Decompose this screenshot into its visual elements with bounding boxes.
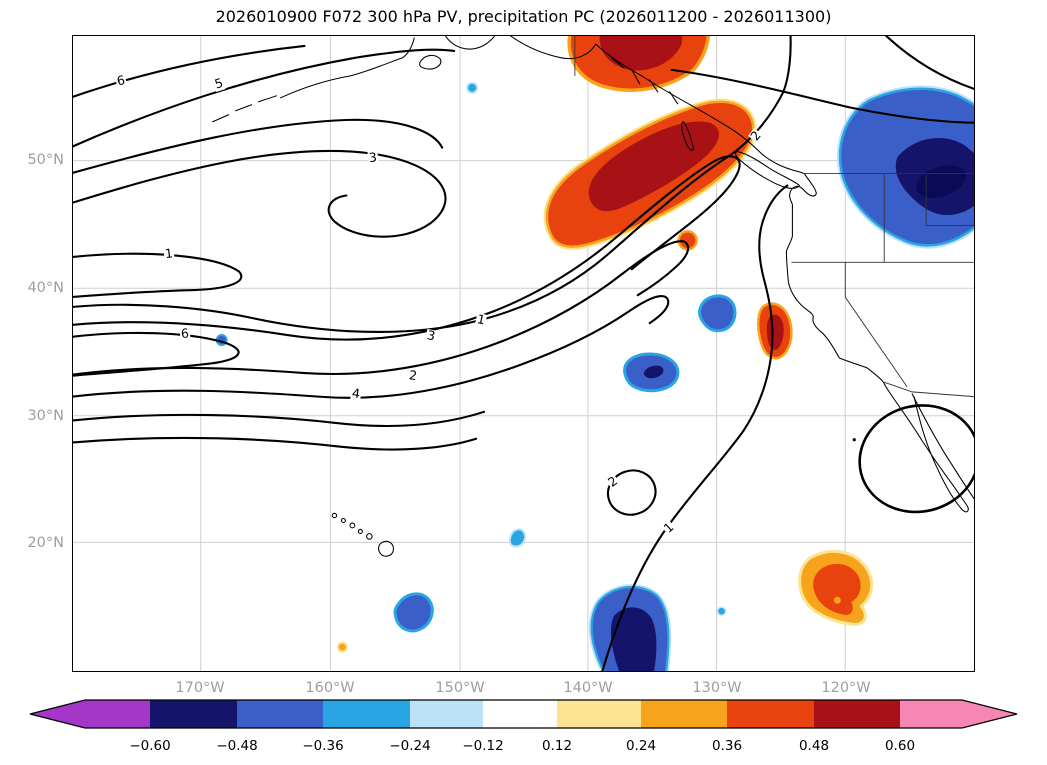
- colorbar-tick-label: 0.48: [799, 738, 829, 754]
- map-canvas: [73, 36, 974, 671]
- x-tick-label: 160°W: [305, 680, 355, 696]
- colorbar-segment: [814, 700, 900, 728]
- anomaly-core-positive: [833, 596, 841, 604]
- anomaly-region-negative: [716, 606, 727, 616]
- colorbar-tick-label: −0.60: [129, 738, 170, 754]
- pv-contour: [73, 331, 240, 377]
- colorbar-tick-label: −0.12: [462, 738, 503, 754]
- colorbar-over-arrow: [900, 700, 1017, 728]
- colorbar-tick-label: 0.60: [885, 738, 915, 754]
- colorbar-segment: [727, 700, 814, 728]
- border-ca-nv: [844, 262, 908, 388]
- coastline-vancouver-island: [735, 151, 800, 189]
- colorbar-segment: [323, 700, 410, 728]
- x-tick-label: 170°W: [175, 680, 225, 696]
- pv-contour: [884, 36, 974, 90]
- coastline-small-island: [852, 438, 856, 442]
- anomaly-region-negative: [393, 592, 434, 633]
- pv-contour-closed: [606, 469, 657, 516]
- coastline-hawaii-island: [366, 533, 373, 540]
- contour-label: 2: [407, 367, 419, 384]
- pv-contour: [73, 36, 792, 333]
- colorbar-tick-label: 0.24: [626, 738, 656, 754]
- pv-contour: [73, 149, 447, 238]
- contour-label: 4: [350, 385, 362, 402]
- pv-contour-closed: [858, 404, 974, 514]
- colorbar-segment: [641, 700, 727, 728]
- anomaly-region-negative: [698, 294, 737, 333]
- coastline-hawaii-big-island: [378, 540, 394, 557]
- coastline-hawaii-island: [340, 517, 346, 523]
- x-tick-label: 140°W: [563, 680, 613, 696]
- pv-contour: [73, 436, 478, 451]
- pv-contour: [73, 252, 243, 298]
- coastline-west-coast: [509, 36, 969, 513]
- colorbar-tick-label: −0.24: [389, 738, 430, 754]
- anomaly-region-negative: [508, 528, 526, 548]
- colorbar: −0.60 −0.48 −0.36 −0.24 −0.12 0.12 0.24 0.36 0.4…: [29, 699, 1018, 754]
- colorbar-tick-label: −0.48: [216, 738, 257, 754]
- contour-label: 6: [179, 325, 191, 342]
- colorbar-outline: [29, 699, 1018, 729]
- border-montana: [925, 173, 974, 226]
- pv-contours: [73, 36, 974, 671]
- contour-label: 1: [163, 245, 175, 262]
- pv-contour: [73, 155, 741, 341]
- coastline-fjords: [611, 57, 679, 105]
- colorbar-segment: [237, 700, 323, 728]
- anomaly-region-positive: [336, 641, 348, 653]
- anomaly-region-negative: [466, 81, 479, 94]
- colorbar-segment: [557, 700, 641, 728]
- anomaly-core-negative: [643, 365, 664, 379]
- colorbar-segment: [410, 700, 483, 728]
- state-borders: [574, 36, 974, 398]
- coastline-hawaii-island: [331, 512, 338, 519]
- coastline-haida-gwaii: [681, 121, 695, 151]
- colorbar-segment: [483, 700, 557, 728]
- colorbar-tick-label: −0.36: [302, 738, 343, 754]
- colorbar-under-arrow: [30, 700, 150, 728]
- x-tick-label: 120°W: [821, 680, 871, 696]
- pv-contour: [73, 44, 306, 98]
- y-tick-label: 30°N: [27, 408, 64, 424]
- pv-contour: [73, 48, 456, 148]
- anomaly-core-negative: [610, 607, 657, 671]
- y-tick-label: 40°N: [27, 280, 64, 296]
- pv-contour: [670, 68, 974, 124]
- pv-contour: [73, 118, 444, 174]
- coastline-alaska-peninsula: [280, 37, 415, 99]
- pv-contour: [73, 410, 486, 427]
- coastline-kodiak: [419, 54, 442, 70]
- shaded-anomalies: [215, 36, 974, 671]
- pv-contour: [601, 184, 789, 671]
- coastline-hawaii-island: [349, 522, 356, 529]
- coastline-mexico-mainland: [911, 393, 974, 500]
- colorbar-segment: [150, 700, 237, 728]
- coastline-hawaii-island: [357, 528, 363, 534]
- colorbar-tick-label: 0.12: [542, 738, 572, 754]
- colorbar-tick-label: 0.36: [712, 738, 742, 754]
- x-tick-label: 130°W: [692, 680, 742, 696]
- anomaly-core-positive: [813, 563, 861, 615]
- border-us-mexico: [883, 381, 974, 398]
- figure-title: 2026010900 F072 300 hPa PV, precipitatio…: [215, 7, 832, 26]
- contour-label: 3: [367, 149, 379, 166]
- anomaly-core-positive: [599, 36, 683, 71]
- pv-contour: [73, 295, 670, 399]
- y-tick-label: 20°N: [27, 535, 64, 551]
- y-tick-label: 50°N: [27, 152, 64, 168]
- pv-contour: [73, 240, 690, 376]
- x-tick-label: 150°W: [435, 680, 485, 696]
- coastlines: [212, 36, 974, 557]
- coastline-aleutians: [212, 95, 278, 123]
- coastline-kenai: [444, 36, 496, 50]
